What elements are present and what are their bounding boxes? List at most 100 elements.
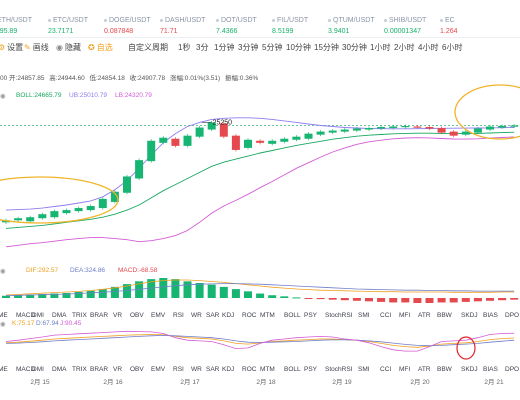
period-3min[interactable]: 3分钟: [238, 43, 259, 52]
eye-icon[interactable]: ◉: [0, 321, 6, 328]
indicator-wr[interactable]: WR: [191, 366, 202, 373]
indicator-skdj[interactable]: SKDJ: [461, 312, 478, 319]
favorite-button[interactable]: ✪ 自选: [88, 43, 113, 52]
indicator-sar[interactable]: SAR: [206, 312, 220, 319]
candle-up: [292, 136, 301, 140]
indicator-obv[interactable]: OBV: [130, 366, 144, 373]
indicator-wr[interactable]: WR: [191, 312, 202, 319]
candle-up: [62, 210, 71, 214]
indicator-mfi[interactable]: MFI: [399, 366, 411, 373]
period-1s[interactable]: 1秒: [178, 43, 191, 52]
macd-bar-down: [328, 298, 337, 300]
boll-upper-value: UB:25010.79: [69, 92, 107, 99]
period-3m[interactable]: 3分: [196, 43, 209, 52]
indicator-brar[interactable]: BRAR: [90, 366, 109, 373]
indicator-mfi[interactable]: MFI: [399, 312, 411, 319]
period-15min[interactable]: 15分钟: [314, 43, 339, 52]
indicator-vr[interactable]: VR: [113, 366, 123, 373]
indicator-dpo[interactable]: DPO: [505, 366, 520, 373]
macd-bar-down: [377, 298, 386, 302]
indicator-trix[interactable]: TRIX: [72, 312, 87, 319]
indicator-me[interactable]: ME: [0, 312, 8, 319]
candle-up: [123, 176, 131, 193]
period-1h[interactable]: 1小时: [370, 43, 391, 52]
macd-bar-up: [26, 294, 35, 298]
indicator-sar[interactable]: SAR: [206, 366, 220, 373]
indicator-emv[interactable]: EMV: [151, 312, 166, 319]
indicator-cci[interactable]: CCI: [380, 312, 392, 319]
indicator-kdj[interactable]: KDJ: [222, 366, 235, 373]
indicator-stochrsi[interactable]: StochRSI: [325, 366, 353, 373]
period-10min[interactable]: 10分钟: [286, 43, 311, 52]
period-5min[interactable]: 5分钟: [262, 43, 283, 52]
period-2h[interactable]: 2小时: [394, 43, 415, 52]
indicator-vr[interactable]: VR: [113, 312, 123, 319]
indicator-rsi[interactable]: RSI: [173, 312, 184, 319]
indicator-atr[interactable]: ATR: [418, 366, 431, 373]
indicator-bias[interactable]: BIAS: [483, 366, 498, 373]
indicator-cci[interactable]: CCI: [380, 366, 392, 373]
dot-icon: [48, 18, 51, 22]
macd-hist-value: MACD:-68.58: [118, 267, 158, 274]
period-30min[interactable]: 30分钟: [342, 43, 367, 52]
indicator-smi[interactable]: SMI: [358, 366, 370, 373]
macd-dif-line: [5, 279, 515, 296]
macd-bar-up: [38, 294, 47, 298]
eye-icon[interactable]: ◉: [0, 268, 6, 275]
custom-period-button[interactable]: 自定义周期: [128, 43, 168, 52]
indicator-me[interactable]: ME: [0, 366, 8, 373]
dot-icon: [104, 18, 107, 22]
indicator-bbw[interactable]: BBW: [437, 366, 452, 373]
indicator-emv[interactable]: EMV: [151, 366, 166, 373]
indicator-boll[interactable]: BOLL: [284, 366, 301, 373]
draw-line-button[interactable]: ✎ 画线: [24, 43, 49, 52]
indicator-roc[interactable]: ROC: [242, 366, 257, 373]
indicator-psy[interactable]: PSY: [304, 312, 318, 319]
indicator-kdj[interactable]: KDJ: [222, 312, 235, 319]
indicator-smi[interactable]: SMI: [358, 312, 370, 319]
indicator-dmi[interactable]: DMI: [32, 312, 44, 319]
candle-up: [280, 138, 289, 142]
candle-up: [195, 127, 204, 137]
eye-icon[interactable]: ◉: [0, 93, 6, 100]
indicator-rsi[interactable]: RSI: [173, 366, 184, 373]
indicator-trix[interactable]: TRIX: [72, 366, 87, 373]
indicator-roc[interactable]: ROC: [242, 312, 257, 319]
settings-button[interactable]: ⚙ 设置: [0, 43, 24, 52]
macd-bar-up: [231, 289, 240, 298]
indicator-macd[interactable]: MACD: [16, 312, 36, 319]
indicator-dma[interactable]: DMA: [52, 366, 67, 373]
period-6h[interactable]: 6小时: [442, 43, 463, 52]
macd-dea-line: [5, 283, 515, 296]
indicator-macd[interactable]: MACD: [16, 366, 36, 373]
indicator-dpo[interactable]: DPO: [505, 312, 520, 319]
indicator-boll[interactable]: BOLL: [284, 312, 301, 319]
indicator-mtm[interactable]: MTM: [260, 312, 275, 319]
macd-bar-up: [244, 291, 252, 298]
date-label: 2月 20: [410, 378, 430, 386]
indicator-skdj[interactable]: SKDJ: [461, 366, 478, 373]
period-1min[interactable]: 1分钟: [214, 43, 235, 52]
indicator-obv[interactable]: OBV: [130, 312, 144, 319]
indicator-brar[interactable]: BRAR: [90, 312, 109, 319]
indicator-psy[interactable]: PSY: [304, 366, 318, 373]
boll-lower-value: LB:24320.79: [115, 92, 152, 99]
indicator-bar-macd-pane: ME MACD DMI DMA TRIX BRAR VR OBV EMV RSI WR SAR KDJ R…: [0, 312, 520, 322]
hide-button[interactable]: ◉ 隐藏: [56, 43, 81, 52]
indicator-bar-kdj-pane: ME MACD DMI DMA TRIX BRAR VR OBV EMV RSI WR SAR KDJ R…: [0, 366, 520, 376]
kdj-j-line: [5, 330, 515, 352]
period-4h[interactable]: 4小时: [418, 43, 439, 52]
indicator-mtm[interactable]: MTM: [260, 366, 275, 373]
indicator-dma[interactable]: DMA: [52, 312, 67, 319]
indicator-bbw[interactable]: BBW: [437, 312, 452, 319]
macd-bar-down: [352, 298, 361, 301]
indicator-bias[interactable]: BIAS: [483, 312, 498, 319]
boll-mid-value: BOLL:24665.79: [16, 92, 62, 99]
indicator-dmi[interactable]: DMI: [32, 366, 44, 373]
ticker-strip: ETH/USDT 1695.89 ETC/USDT 23.7171 DOGE/USDT 0…: [0, 0, 520, 38]
indicator-stochrsi[interactable]: StochRSI: [325, 312, 353, 319]
macd-bar-up: [74, 291, 83, 298]
candle-up: [365, 128, 373, 130]
indicator-atr[interactable]: ATR: [418, 312, 431, 319]
